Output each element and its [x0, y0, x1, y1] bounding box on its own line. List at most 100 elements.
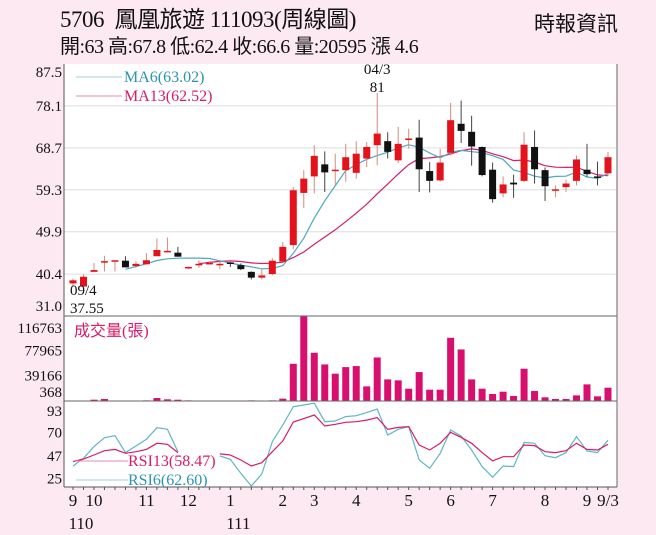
volume-bar: [573, 395, 581, 401]
candle-down: [583, 169, 591, 175]
volume-bar: [604, 387, 612, 401]
rsi-tick-label: 93: [47, 404, 62, 420]
candle-up: [394, 143, 402, 161]
x-tick-label: 9: [583, 491, 592, 510]
x-tick-label: 4: [352, 491, 361, 510]
volume-bar: [499, 391, 507, 401]
rsi-tick-label: 70: [47, 426, 62, 442]
candle-up: [195, 263, 203, 266]
candle-up: [573, 159, 581, 181]
candle-up: [289, 190, 297, 246]
volume-bar: [468, 379, 476, 401]
candle-up: [279, 246, 287, 262]
volume-bar: [489, 394, 497, 401]
candle-up: [499, 184, 507, 194]
volume-bar: [153, 398, 161, 401]
volume-bar: [541, 397, 549, 401]
low-value-annotation: 37.55: [70, 301, 104, 317]
volume-bar: [90, 399, 98, 401]
volume-legend: 成交量(張): [74, 322, 149, 340]
candle-up: [436, 162, 444, 181]
candle-up: [69, 280, 77, 284]
source-label: 時報資訊: [534, 12, 618, 36]
x-tick-label: 2: [279, 491, 288, 510]
candle-down: [426, 171, 434, 181]
ma13-legend: MA13(62.52): [124, 88, 212, 105]
candle-up: [562, 183, 570, 188]
candle-up: [153, 249, 161, 257]
volume-bar: [163, 399, 171, 401]
x-tick-label: 9/3: [597, 491, 619, 510]
rsi-tick-label: 25: [47, 471, 62, 487]
rsi-tick-label: 47: [47, 449, 63, 465]
high-value-annotation: 81: [370, 80, 385, 96]
year-label: 110: [69, 514, 94, 533]
volume-bar: [373, 357, 381, 401]
candle-up: [111, 260, 119, 262]
candle-up: [90, 270, 98, 272]
price-tick-label: 87.5: [36, 65, 62, 81]
year-label: 111: [226, 514, 250, 533]
volume-bar: [394, 380, 402, 401]
x-tick-label: 10: [85, 491, 102, 510]
candle-up: [216, 263, 224, 266]
volume-bar: [520, 368, 528, 401]
rsi13-line: [219, 414, 609, 467]
price-tick-label: 49.9: [36, 225, 62, 241]
candle-up: [552, 189, 560, 191]
x-tick-label: 5: [404, 491, 413, 510]
volume-bar: [531, 391, 539, 401]
volume-tick-label: 77965: [25, 344, 63, 360]
candle-up: [520, 144, 528, 181]
price-tick-label: 78.1: [36, 99, 62, 115]
candle-up: [342, 157, 350, 171]
volume-bar: [426, 389, 434, 401]
volume-bar: [342, 367, 350, 401]
candle-up: [184, 266, 192, 269]
high-date-annotation: 04/3: [364, 62, 391, 78]
volume-bar: [552, 398, 560, 401]
candle-down: [384, 141, 392, 152]
volume-bar: [174, 399, 182, 401]
candle-up: [373, 133, 381, 146]
volume-bar: [457, 349, 465, 401]
candle-down: [541, 170, 549, 187]
candle-down: [468, 131, 476, 147]
candle-down: [121, 260, 129, 268]
chart-title: 5706 鳳凰旅遊 111093(周線圖): [60, 7, 356, 32]
candle-down: [247, 271, 255, 278]
volume-bar: [436, 389, 444, 401]
candle-down: [457, 123, 465, 131]
rsi6-line: [219, 402, 609, 487]
volume-tick-label: 368: [40, 385, 63, 401]
rsi13-legend: RSI13(58.47): [128, 453, 216, 470]
candle-up: [79, 276, 87, 287]
price-tick-label: 31.0: [36, 299, 62, 315]
volume-bar: [100, 398, 108, 401]
rsi6-line: [72, 427, 179, 467]
candle-up: [132, 263, 140, 267]
candle-down: [510, 182, 518, 185]
candle-up: [331, 169, 339, 172]
rsi13-line: [72, 442, 179, 463]
ma6-legend: MA6(63.02): [124, 69, 204, 86]
price-tick-label: 59.3: [36, 183, 62, 199]
candle-up: [300, 178, 308, 193]
volume-bar: [279, 398, 287, 401]
price-tick-label: 40.4: [36, 267, 63, 283]
volume-bar: [321, 364, 329, 401]
candle-up: [142, 260, 150, 265]
candle-up: [604, 157, 612, 174]
plot-area: [64, 64, 617, 487]
volume-bar: [352, 366, 360, 401]
candle-up: [352, 153, 360, 173]
candle-up: [447, 120, 455, 153]
volume-tick-label: 39166: [25, 369, 63, 385]
candle-up: [205, 262, 213, 265]
ma13-line: [198, 148, 609, 265]
volume-bar: [331, 373, 339, 401]
candle-down: [478, 146, 486, 176]
volume-bar: [405, 388, 413, 401]
volume-bar: [583, 384, 591, 401]
